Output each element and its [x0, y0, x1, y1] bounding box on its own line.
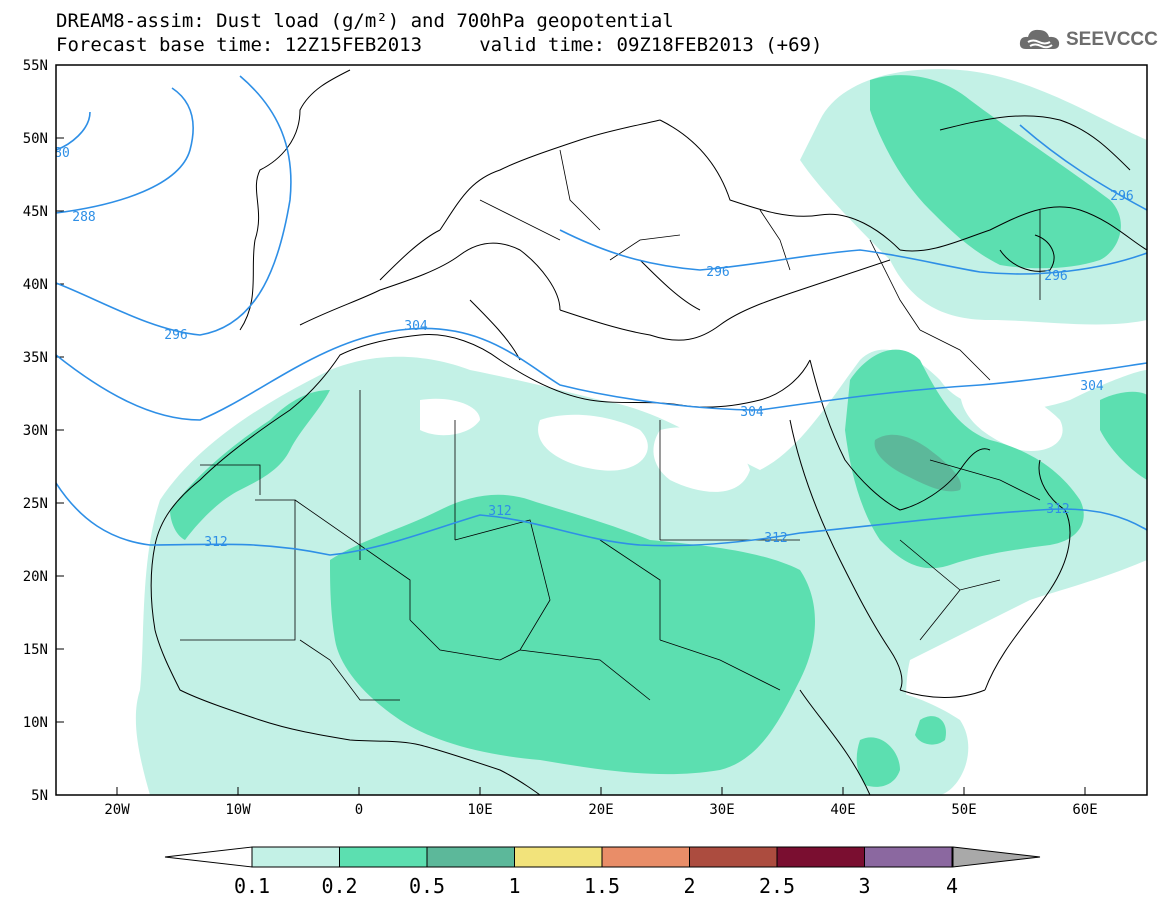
lon-label: 20E: [588, 802, 613, 818]
contour-label: 312: [1046, 502, 1069, 517]
colorbar-tick-label: 4: [946, 874, 958, 898]
geopotential-contours: [56, 75, 1147, 556]
colorbar-box: [339, 846, 428, 868]
longitude-labels: 20W 10W 0 10E 20E 30E 40E 50E 60E: [104, 802, 1097, 818]
dust-clear-holes: [420, 386, 1063, 492]
cloud-icon: [1019, 29, 1060, 49]
axis-ticks: [56, 65, 1086, 795]
colorbar-high-arrow: [952, 846, 1041, 868]
colorbar-box: [514, 846, 603, 868]
lon-label: 10E: [467, 802, 492, 818]
contour-label: 312: [488, 504, 511, 519]
contour-label: 288: [72, 210, 95, 225]
colorbar-tick-label: 0.1: [234, 874, 270, 898]
country-borders: [180, 149, 1041, 701]
lat-label: 30N: [23, 423, 48, 439]
coastlines: [150, 69, 1147, 795]
lat-label: 35N: [23, 350, 48, 366]
lat-label: 45N: [23, 204, 48, 220]
lat-label: 20N: [23, 569, 48, 585]
dust-band-0-5: [874, 434, 961, 492]
lon-label: 10W: [225, 802, 251, 818]
colorbar-tick-label: 2: [683, 874, 695, 898]
logo-text: SEEVCCC: [1066, 29, 1158, 50]
lat-label: 25N: [23, 496, 48, 512]
colorbar-low-arrow: [164, 846, 253, 868]
contour-label: 296: [164, 328, 187, 343]
contour-label: 304: [404, 319, 428, 334]
map-plot-area: 80 288 296 304 312 312 312 304 296 296 2…: [54, 65, 1147, 795]
colorbar-box: [601, 846, 690, 868]
colorbar-tick-label: 1.5: [584, 874, 620, 898]
contour-label: 80: [54, 146, 70, 161]
latitude-labels: 55N 50N 45N 40N 35N 30N 25N 20N 15N 10N …: [23, 58, 48, 804]
lat-label: 15N: [23, 642, 48, 658]
contour-label: 296: [1044, 269, 1067, 284]
lat-label: 10N: [23, 715, 48, 731]
colorbar-boxes: [251, 846, 953, 868]
colorbar-box: [426, 846, 515, 868]
colorbar-tick-label: 0.2: [321, 874, 357, 898]
colorbar-tick-label: 0.5: [409, 874, 445, 898]
title-line-2: Forecast base time: 12Z15FEB2013 valid t…: [56, 34, 823, 56]
contour-label: 312: [204, 535, 227, 550]
lat-label: 50N: [23, 131, 48, 147]
colorbar-box: [251, 846, 340, 868]
colorbar-box: [776, 846, 865, 868]
lon-label: 40E: [830, 802, 855, 818]
colorbar-tick-label: 3: [858, 874, 870, 898]
lon-label: 0: [355, 802, 363, 818]
colorbar-box: [864, 846, 953, 868]
colorbar-box: [689, 846, 778, 868]
contour-label: 296: [706, 265, 729, 280]
contour-label: 304: [740, 405, 764, 420]
lat-label: 40N: [23, 277, 48, 293]
contour-labels: 80 288 296 304 312 312 312 304 296 296 2…: [54, 146, 1134, 550]
lon-label: 20W: [104, 802, 130, 818]
colorbar-tick-label: 2.5: [759, 874, 795, 898]
contour-label: 312: [764, 531, 787, 546]
colorbar-tick-labels: 0.1 0.2 0.5 1 1.5 2 2.5 3 4: [234, 874, 958, 898]
lon-label: 60E: [1072, 802, 1097, 818]
contour-label: 296: [1110, 189, 1133, 204]
lat-label: 55N: [23, 58, 48, 74]
lon-label: 50E: [951, 802, 976, 818]
contour-label: 304: [1080, 379, 1104, 394]
map-frame: [55, 64, 1148, 796]
lon-label: 30E: [709, 802, 734, 818]
colorbar-tick-label: 1: [508, 874, 520, 898]
lat-label: 5N: [31, 788, 48, 804]
colorbar: 0.1 0.2 0.5 1 1.5 2 2.5 3 4: [164, 846, 1041, 898]
seevccc-logo: SEEVCCC: [1018, 27, 1158, 53]
title-line-1: DREAM8-assim: Dust load (g/m²) and 700hP…: [56, 10, 674, 32]
